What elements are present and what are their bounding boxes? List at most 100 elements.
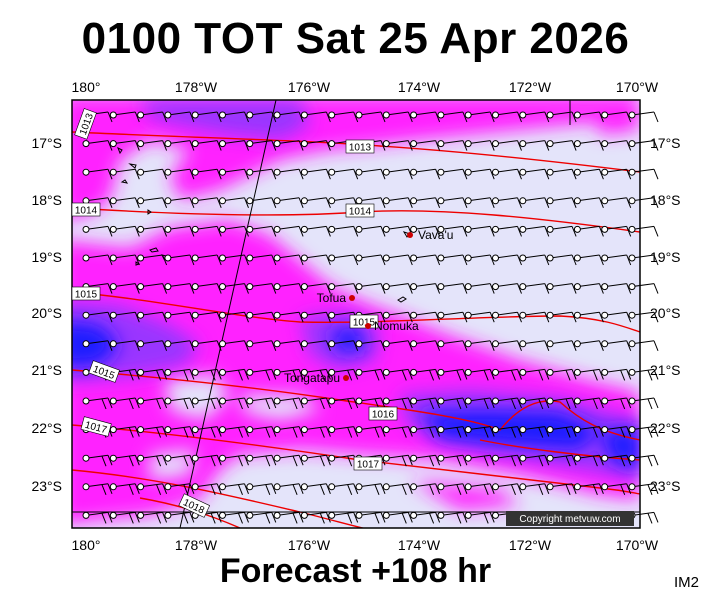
svg-text:1013: 1013 <box>349 143 372 154</box>
wind-barb <box>164 397 195 410</box>
lat-tick-label: 22°S <box>650 420 681 436</box>
wind-barb <box>109 397 140 410</box>
lon-tick-label: 174°W <box>398 537 441 553</box>
wind-barb <box>137 397 168 410</box>
lon-tick-label: 178°W <box>175 537 218 553</box>
wind-barb <box>273 283 304 294</box>
wind-barb <box>546 426 577 438</box>
wind-barb <box>628 140 659 151</box>
wind-barb <box>164 511 195 524</box>
wind-barb <box>382 254 413 266</box>
wind-barb <box>300 168 331 180</box>
wind-barb <box>410 254 441 266</box>
wind-barb <box>191 311 222 323</box>
wind-barb <box>191 254 222 266</box>
place-label: Vava'u <box>418 228 453 242</box>
wind-barb <box>219 311 249 323</box>
wind-barb <box>573 111 604 123</box>
wind-barb <box>410 311 441 323</box>
wind-barb <box>191 225 222 237</box>
copyright-text: Copyright metvuw.com <box>519 514 620 525</box>
wind-barb <box>273 111 304 123</box>
wind-barb <box>82 340 113 351</box>
wind-barb <box>300 340 331 351</box>
wind-barb <box>355 168 386 180</box>
wind-barb <box>410 426 441 438</box>
wind-barb <box>546 283 577 294</box>
wind-barb <box>628 225 659 237</box>
wind-barb <box>573 254 604 266</box>
wind-barb <box>219 168 249 180</box>
wind-barb <box>273 311 304 323</box>
wind-barb <box>82 511 113 524</box>
wind-barb <box>573 397 604 410</box>
wind-barb <box>273 483 304 495</box>
wind-barb <box>109 511 140 524</box>
wind-barb <box>573 140 604 151</box>
wind-barb <box>601 368 632 381</box>
wind-barb <box>519 225 550 237</box>
wind-barb <box>546 225 577 237</box>
wind-barb <box>492 340 522 351</box>
wind-barb <box>246 454 277 467</box>
wind-barb <box>519 197 550 208</box>
wind-barb <box>382 197 413 208</box>
wind-barb <box>137 311 168 323</box>
wind-barb <box>382 340 413 351</box>
isobar-label: 1015 <box>349 314 379 329</box>
wind-barb <box>437 483 468 495</box>
wind-barb <box>628 426 659 438</box>
wind-barb <box>382 140 413 151</box>
wind-barb <box>464 340 495 351</box>
wind-barb <box>328 483 359 495</box>
wind-barb <box>355 197 386 208</box>
wind-barb <box>382 454 413 467</box>
wind-barb <box>109 454 140 467</box>
wind-barb <box>164 454 195 467</box>
wind-barb <box>546 454 577 467</box>
wind-barb <box>164 368 195 381</box>
wind-barb <box>437 454 468 467</box>
wind-barb <box>546 254 577 266</box>
wind-barb <box>573 483 604 495</box>
wind-barb <box>628 340 659 351</box>
wind-barb <box>410 225 441 237</box>
wind-barb <box>137 225 168 237</box>
wind-barb <box>601 483 632 495</box>
wind-barb <box>601 197 632 208</box>
wind-barb <box>300 254 331 266</box>
wind-barb <box>628 168 659 180</box>
wind-barb <box>137 483 168 495</box>
wind-barb <box>246 283 277 294</box>
wind-barb <box>137 368 168 381</box>
wind-barb <box>437 283 468 294</box>
wind-barb <box>300 511 331 524</box>
wind-barb <box>273 340 304 351</box>
lat-ticks-left: 17°S 18°S 19°S 20°S 21°S 22°S 23°S <box>31 135 62 494</box>
place-marker: Nomuka <box>365 319 419 333</box>
lon-tick-label: 170°W <box>616 537 659 553</box>
wind-barb <box>328 168 359 180</box>
lon-tick-label: 176°W <box>288 537 331 553</box>
wind-barb <box>191 168 222 180</box>
wind-barb <box>246 197 277 208</box>
wind-barb <box>492 140 522 151</box>
wind-barb <box>546 111 577 123</box>
wind-barb <box>328 254 359 266</box>
wind-barb <box>628 283 659 294</box>
wind-barb <box>328 340 359 351</box>
wind-barb <box>355 368 386 381</box>
wind-barb <box>328 197 359 208</box>
wind-barb <box>437 511 468 524</box>
bottom-strip <box>71 511 641 529</box>
wind-barb <box>601 397 632 410</box>
wind-barb <box>601 168 632 180</box>
wind-barb <box>191 426 222 438</box>
wind-barb <box>519 254 550 266</box>
wind-barb <box>219 283 249 294</box>
wind-barb <box>82 397 113 410</box>
lon-tick-label: 172°W <box>509 537 552 553</box>
svg-text:1016: 1016 <box>372 410 395 421</box>
wind-barb <box>273 140 304 151</box>
wind-barb <box>628 483 659 495</box>
